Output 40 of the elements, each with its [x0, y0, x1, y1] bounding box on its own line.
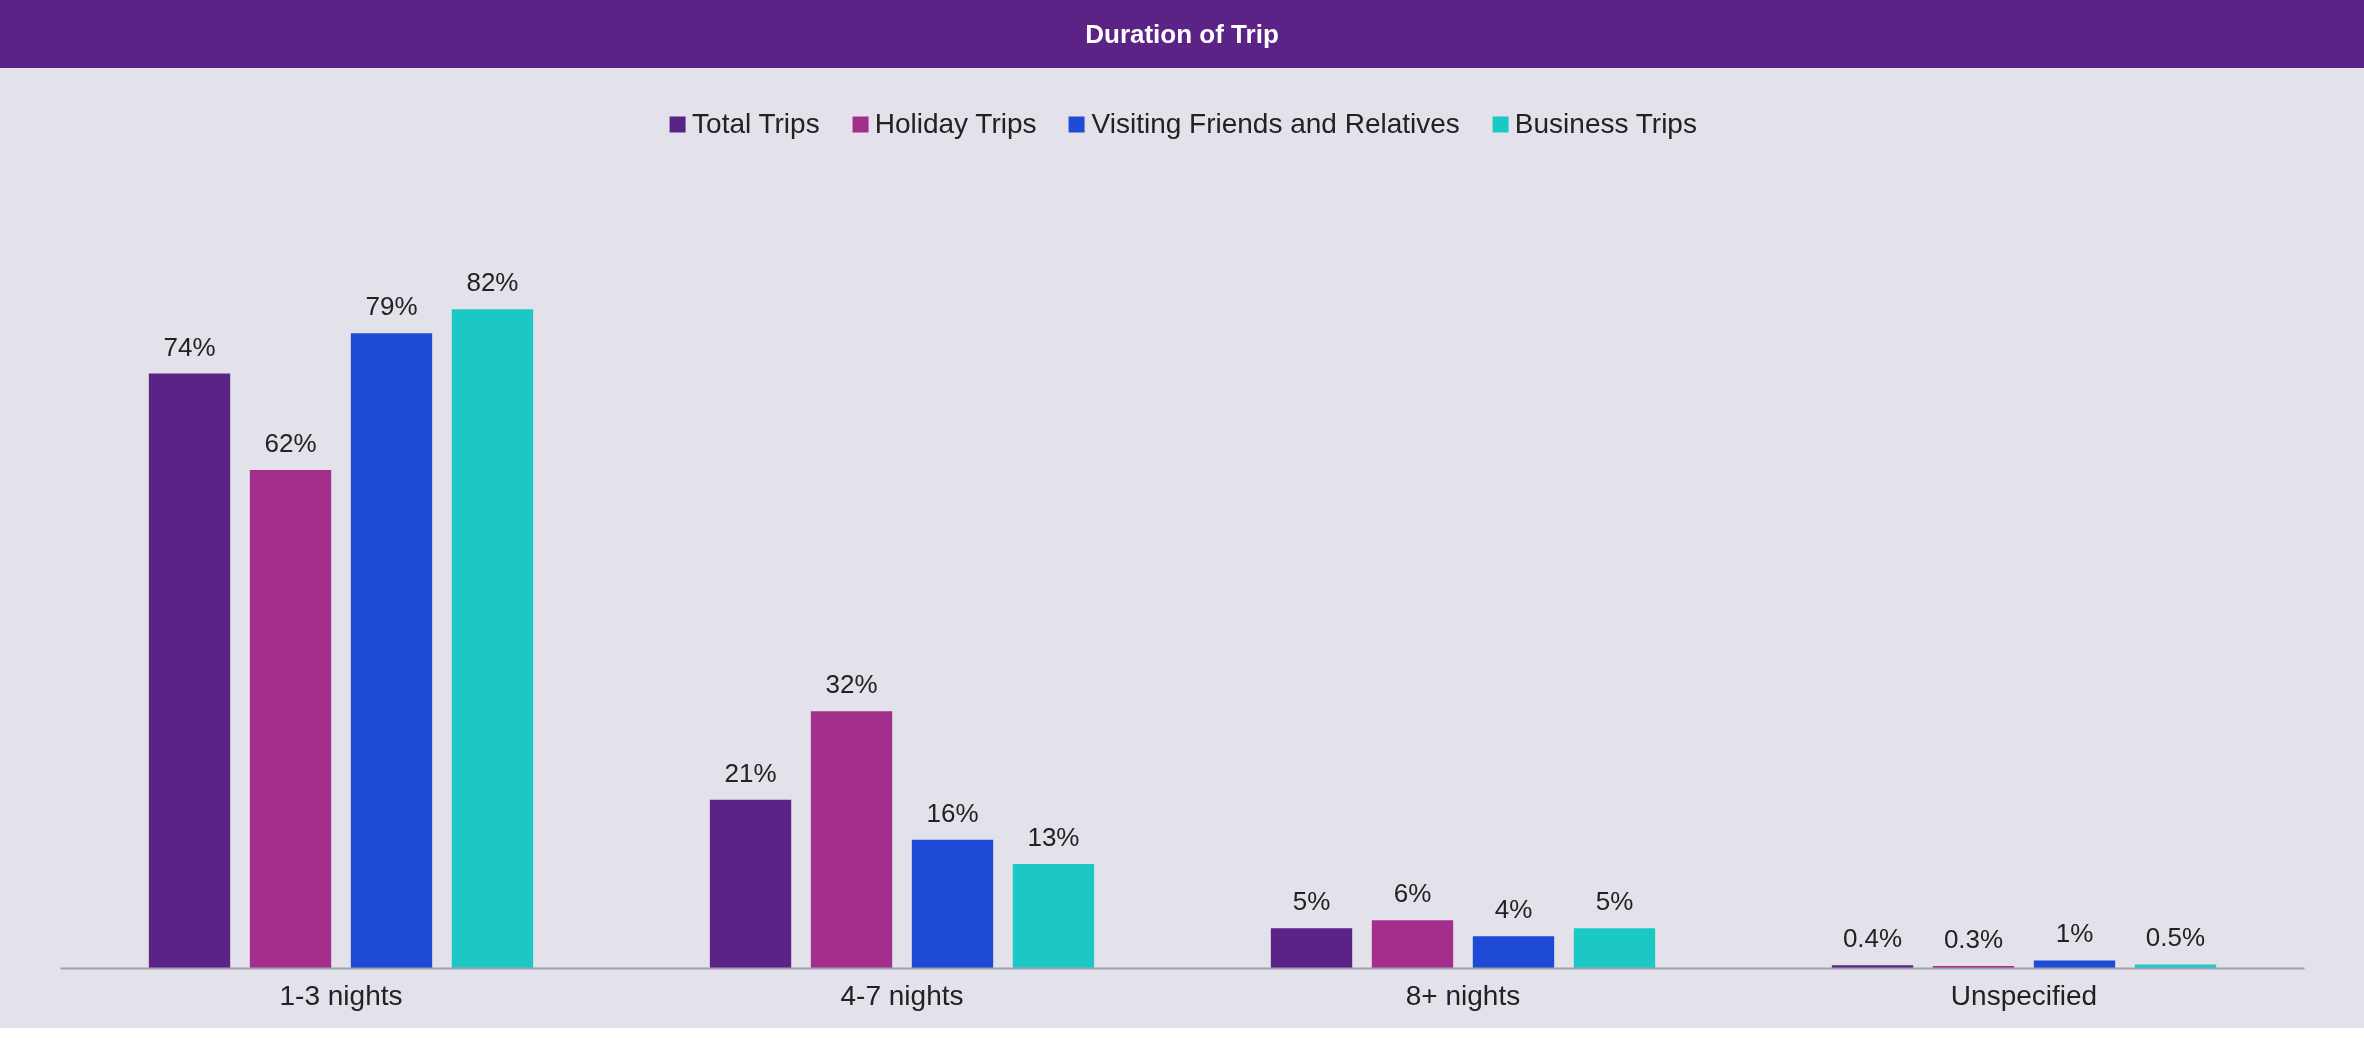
bar	[810, 711, 893, 969]
data-label: 82%	[466, 267, 519, 298]
bar	[1270, 928, 1353, 969]
data-label: 0.5%	[2145, 922, 2206, 953]
data-label: 74%	[163, 331, 216, 362]
bar	[1831, 965, 1914, 969]
x-tick-label: 4-7 nights	[840, 979, 964, 1011]
bar	[1573, 928, 1656, 969]
legend-label: Visiting Friends and Relatives	[1091, 108, 1460, 140]
chart-title: Duration of Trip	[1085, 18, 1279, 51]
data-label: 62%	[264, 428, 317, 459]
data-label: 0.3%	[1943, 924, 2004, 955]
legend-label: Business Trips	[1514, 108, 1697, 140]
data-label: 6%	[1393, 878, 1432, 909]
legend-label: Total Trips	[692, 108, 820, 140]
bar	[2033, 960, 2116, 969]
bar	[1371, 920, 1454, 969]
x-tick-label: 8+ nights	[1405, 979, 1521, 1011]
data-label: 21%	[724, 757, 777, 788]
data-label: 4%	[1494, 894, 1533, 925]
data-label: 1%	[2055, 918, 2094, 949]
bar	[911, 839, 994, 969]
bar	[451, 309, 534, 969]
bar	[249, 470, 332, 969]
bar	[1012, 863, 1095, 969]
legend-label: Holiday Trips	[874, 108, 1037, 140]
bar	[2134, 964, 2217, 969]
data-label: 0.4%	[1842, 923, 1903, 954]
bar	[148, 373, 231, 969]
bar	[709, 799, 792, 969]
data-label: 13%	[1027, 821, 1080, 852]
x-tick-label: Unspecified	[1950, 979, 2098, 1011]
bar	[350, 333, 433, 969]
data-label: 79%	[365, 291, 418, 322]
data-label: 5%	[1292, 886, 1331, 917]
data-label: 32%	[825, 669, 878, 700]
data-label: 16%	[926, 797, 979, 828]
data-label: 5%	[1595, 886, 1634, 917]
bar	[1472, 936, 1555, 969]
x-tick-label: 1-3 nights	[279, 979, 403, 1011]
